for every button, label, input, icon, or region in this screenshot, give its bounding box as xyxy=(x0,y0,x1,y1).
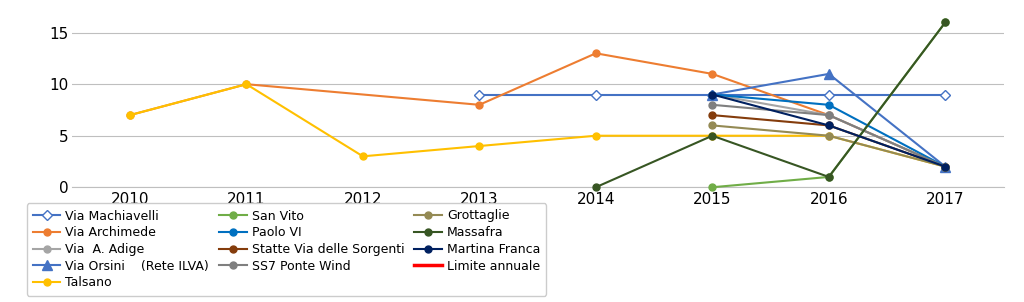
Legend: Via Machiavelli, Via Archimede, Via  A. Adige, Via Orsini    (Rete ILVA), Talsan: Via Machiavelli, Via Archimede, Via A. A… xyxy=(27,203,547,296)
